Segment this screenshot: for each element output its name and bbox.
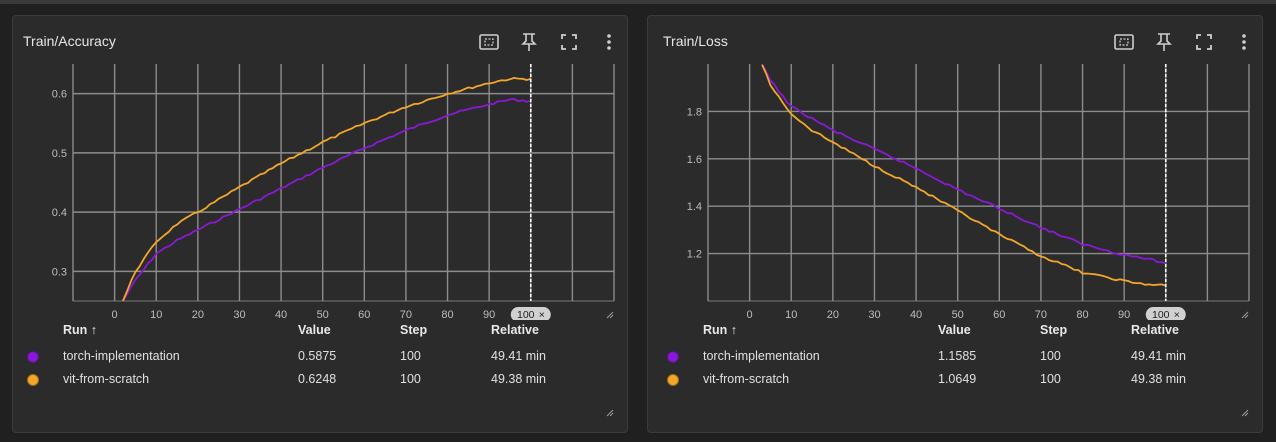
y-tick-label: 0.5: [52, 148, 67, 160]
hover-step-badge: [510, 307, 551, 320]
series-line[interactable]: [122, 98, 531, 302]
column-header-relative: Relative: [491, 323, 539, 337]
y-tick-label: 1.4: [687, 201, 702, 213]
x-tick-label: 30: [233, 309, 245, 320]
y-tick-label: 0.3: [52, 266, 67, 278]
series-line[interactable]: [761, 63, 1167, 265]
table-row[interactable]: vit-from-scratch 1.0649 100 49.38 min: [648, 369, 1264, 391]
x-tick-label: 50: [952, 309, 964, 320]
series-line[interactable]: [761, 64, 1167, 287]
pin-icon[interactable]: [1152, 30, 1176, 54]
run-name: vit-from-scratch: [63, 372, 150, 386]
run-color-swatch: [667, 374, 679, 386]
y-tick-label: 1.2: [687, 249, 702, 261]
run-name: vit-from-scratch: [703, 372, 790, 386]
table-row[interactable]: torch-implementation 1.1585 100 49.41 mi…: [648, 346, 1264, 368]
chart-toolbar: [1112, 30, 1252, 52]
column-header-run[interactable]: Run ↑: [63, 323, 98, 337]
resize-handle-icon[interactable]: [1241, 409, 1249, 417]
fullscreen-icon[interactable]: [1192, 30, 1216, 54]
x-tick-label: 10: [150, 309, 162, 320]
fit-domain-icon[interactable]: [1112, 30, 1136, 54]
fullscreen-icon[interactable]: [557, 30, 581, 54]
column-header-value: Value: [938, 323, 971, 337]
x-tick-label: 50: [317, 309, 329, 320]
run-value: 0.6248: [298, 372, 337, 386]
top-bar: [0, 0, 1276, 4]
run-value: 1.0649: [938, 372, 977, 386]
run-relative: 49.38 min: [1131, 372, 1186, 386]
x-tick-label: 70: [1035, 309, 1047, 320]
x-tick-label: 80: [1076, 309, 1088, 320]
close-icon[interactable]: ×: [1174, 309, 1180, 320]
y-tick-label: 1.8: [687, 106, 702, 118]
run-color-swatch: [667, 351, 679, 363]
chart-toolbar: [477, 30, 617, 52]
column-header-step: Step: [400, 323, 428, 337]
close-icon[interactable]: ×: [539, 309, 545, 320]
hover-step-label: 100: [1152, 309, 1170, 320]
x-tick-label: 40: [275, 309, 287, 320]
x-tick-label: 80: [441, 309, 453, 320]
x-tick-label: 90: [483, 309, 495, 320]
resize-handle-icon[interactable]: [1241, 311, 1249, 319]
column-header-value: Value: [298, 323, 331, 337]
x-tick-label: 20: [192, 309, 204, 320]
run-name: torch-implementation: [703, 349, 820, 363]
run-step: 100: [400, 349, 421, 363]
chart-title: Train/Loss: [663, 33, 728, 49]
chart-card-accuracy: Train/Accuracy 0.3 0.4 0.5 0.6 0 10 20 30 40 50 60…: [12, 15, 628, 433]
run-value: 1.1585: [938, 349, 977, 363]
line-chart-accuracy[interactable]: 0.3 0.4 0.5 0.6 0 10 20 30 40 50 60 70 80 90 100 ×: [13, 56, 629, 320]
x-tick-label: 70: [400, 309, 412, 320]
run-step: 100: [1040, 372, 1061, 386]
chart-card-loss: Train/Loss 1.2 1.4 1.6 1.8 0 10 20 30 40 50 60 70 80…: [647, 15, 1263, 433]
run-relative: 49.41 min: [491, 349, 546, 363]
x-tick-label: 60: [358, 309, 370, 320]
x-tick-label: 20: [827, 309, 839, 320]
chart-title: Train/Accuracy: [23, 33, 116, 49]
y-tick-label: 0.6: [52, 89, 67, 101]
run-step: 100: [400, 372, 421, 386]
run-color-swatch: [27, 374, 39, 386]
y-tick-label: 1.6: [687, 154, 702, 166]
x-tick-label: 40: [910, 309, 922, 320]
run-relative: 49.38 min: [491, 372, 546, 386]
more-menu-icon[interactable]: [1232, 30, 1256, 54]
resize-handle-icon[interactable]: [606, 311, 614, 319]
hover-step-badge: [1145, 307, 1186, 320]
x-tick-label: 30: [868, 309, 880, 320]
line-chart-loss[interactable]: 1.2 1.4 1.6 1.8 0 10 20 30 40 50 60 70 80 90 100 ×: [648, 56, 1264, 320]
table-row[interactable]: torch-implementation 0.5875 100 49.41 mi…: [13, 346, 629, 368]
x-tick-label: 90: [1118, 309, 1130, 320]
table-row[interactable]: vit-from-scratch 0.6248 100 49.38 min: [13, 369, 629, 391]
more-menu-icon[interactable]: [597, 30, 621, 54]
hover-step-label: 100: [517, 309, 535, 320]
y-tick-label: 0.4: [52, 207, 67, 219]
x-tick-label: 0: [747, 309, 753, 320]
run-name: torch-implementation: [63, 349, 180, 363]
fit-domain-icon[interactable]: [477, 30, 501, 54]
series-line[interactable]: [122, 77, 532, 302]
resize-handle-icon[interactable]: [606, 409, 614, 417]
run-color-swatch: [27, 351, 39, 363]
column-header-relative: Relative: [1131, 323, 1179, 337]
column-header-run[interactable]: Run ↑: [703, 323, 738, 337]
x-tick-label: 0: [112, 309, 118, 320]
pin-icon[interactable]: [517, 30, 541, 54]
column-header-step: Step: [1040, 323, 1068, 337]
x-tick-label: 10: [785, 309, 797, 320]
x-tick-label: 60: [993, 309, 1005, 320]
run-relative: 49.41 min: [1131, 349, 1186, 363]
run-step: 100: [1040, 349, 1061, 363]
run-value: 0.5875: [298, 349, 337, 363]
